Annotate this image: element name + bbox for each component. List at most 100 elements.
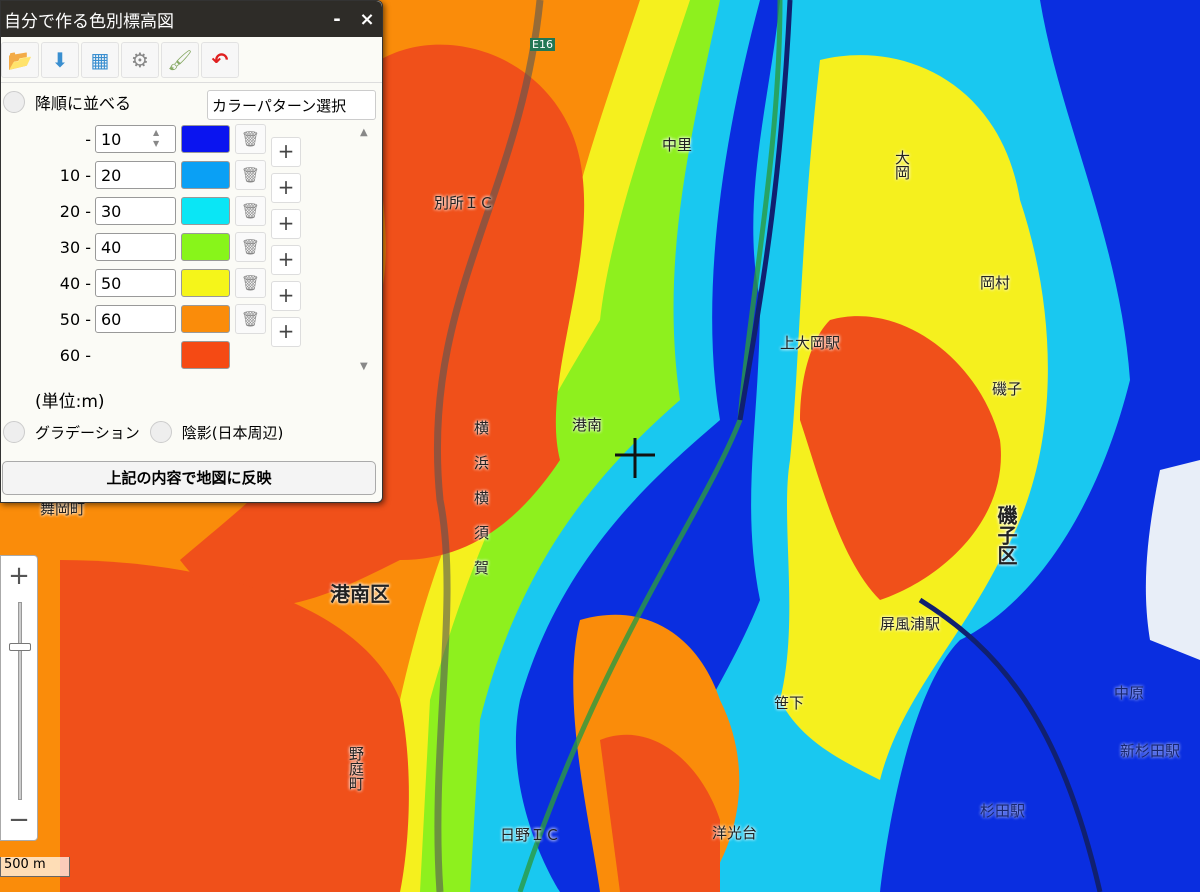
color-gear-icon: ⚙: [131, 48, 149, 72]
minimize-button[interactable]: -: [333, 8, 341, 30]
label-konan: 港南: [572, 416, 603, 434]
panel-toolbar: 📂 ⬇ ▦ ⚙ 🖌 ↶: [1, 37, 382, 83]
level-row: 10 - 🗑 +: [1, 160, 384, 203]
label-isogo: 磯子: [992, 380, 1023, 398]
trash-icon: 🗑: [240, 274, 261, 292]
label-nakazato: 中里: [662, 136, 693, 154]
zoom-out-button[interactable]: −: [8, 805, 30, 835]
level-row: 50 - 🗑 +: [1, 304, 384, 347]
color-elevation-panel: 自分で作る色別標高図 - × 📂 ⬇ ▦ ⚙ 🖌 ↶ 降順に並べる カラーパター…: [0, 0, 383, 503]
scroll-up-icon[interactable]: ▲: [360, 127, 368, 138]
level-from: 50 -: [59, 310, 91, 329]
color-swatch[interactable]: [181, 161, 230, 189]
label-ooka: 大岡: [893, 150, 911, 180]
label-kamiooka-station: 上大岡駅: [780, 334, 841, 352]
label-maioka: 舞岡町: [40, 500, 86, 518]
paint-brush-icon: 🖌: [167, 48, 193, 72]
unit-label: (単位:m): [35, 392, 105, 412]
level-from: 10 -: [59, 166, 91, 185]
descending-radio[interactable]: [3, 91, 25, 113]
panel-title: 自分で作る色別標高図: [4, 11, 174, 32]
save-button[interactable]: ⬇: [41, 42, 79, 78]
level-upper-input[interactable]: [95, 233, 176, 261]
delete-level-button[interactable]: 🗑: [235, 304, 266, 334]
add-level-button[interactable]: +: [271, 317, 301, 347]
label-konan-ku: 港南区: [330, 582, 390, 606]
delete-level-button[interactable]: 🗑: [235, 124, 266, 154]
add-level-button[interactable]: +: [271, 137, 301, 167]
zoom-slider-track[interactable]: [18, 602, 22, 800]
add-level-button[interactable]: +: [271, 173, 301, 203]
undo-button[interactable]: ↶: [201, 42, 239, 78]
level-upper-input[interactable]: [95, 161, 176, 189]
label-nakahara: 中原: [1114, 684, 1145, 702]
load-icon: 📂: [7, 48, 33, 72]
apply-button[interactable]: 上記の内容で地図に反映: [2, 461, 376, 495]
descending-label: 降順に並べる: [35, 94, 132, 113]
paint-button[interactable]: 🖌: [161, 42, 199, 78]
level-upper-input[interactable]: [95, 269, 176, 297]
level-from: 30 -: [59, 238, 91, 257]
label-byobugaura-station: 屏風浦駅: [880, 615, 941, 633]
label-okamura: 岡村: [980, 274, 1011, 292]
load-button[interactable]: 📂: [1, 42, 39, 78]
shading-label: 陰影(日本周辺): [181, 423, 284, 442]
add-level-button[interactable]: +: [271, 245, 301, 275]
scale-bar: 500 m: [0, 857, 70, 877]
delete-level-button[interactable]: 🗑: [235, 196, 266, 226]
label-yokohama-yokosuka-road: 横浜横須賀: [472, 420, 490, 595]
color-pattern-button[interactable]: カラーパターン選択: [207, 90, 376, 120]
color-swatch[interactable]: [181, 197, 230, 225]
level-upper-input[interactable]: [95, 125, 176, 153]
label-sasage: 笹下: [774, 694, 805, 712]
level-from: 40 -: [59, 274, 91, 293]
trash-icon: 🗑: [240, 238, 261, 256]
label-yokodai: 洋光台: [712, 824, 758, 842]
level-from: -: [85, 130, 91, 149]
level-row: 30 - 🗑 +: [1, 232, 384, 275]
trash-icon: 🗑: [240, 166, 261, 184]
color-swatch[interactable]: [181, 233, 230, 261]
label-nobamachi: 野庭町: [347, 746, 365, 791]
route-shield-e16: E16: [530, 38, 555, 51]
add-level-button[interactable]: +: [271, 209, 301, 239]
scroll-down-icon[interactable]: ▼: [360, 361, 368, 372]
trash-icon: 🗑: [240, 130, 261, 148]
zoom-in-button[interactable]: +: [8, 561, 30, 591]
layer-icon: ▦: [90, 48, 110, 72]
shading-radio[interactable]: [149, 421, 172, 443]
level-upper-input[interactable]: [95, 305, 176, 333]
level-from: 60 -: [59, 346, 91, 365]
close-button[interactable]: ×: [359, 8, 375, 30]
delete-level-button[interactable]: 🗑: [235, 160, 266, 190]
label-sugita-station: 杉田駅: [980, 802, 1026, 820]
label-bessho-ic: 別所ＩＣ: [434, 194, 495, 212]
panel-titlebar[interactable]: 自分で作る色別標高図 - ×: [1, 1, 382, 37]
color-swatch[interactable]: [181, 125, 230, 153]
label-hino-ic: 日野ＩＣ: [500, 826, 561, 844]
save-icon: ⬇: [51, 48, 69, 72]
zoom-control: + −: [0, 555, 38, 841]
level-from: 20 -: [59, 202, 91, 221]
level-row: 40 - 🗑 +: [1, 268, 384, 311]
layer-button[interactable]: ▦: [81, 42, 119, 78]
zoom-slider-handle[interactable]: [9, 643, 31, 651]
level-upper-input[interactable]: [95, 197, 176, 225]
gradation-label: グラデーション: [35, 423, 140, 442]
delete-level-button[interactable]: 🗑: [235, 268, 266, 298]
color-swatch[interactable]: [181, 341, 230, 369]
level-row: 60 -: [1, 341, 384, 371]
add-level-button[interactable]: +: [271, 281, 301, 311]
trash-icon: 🗑: [240, 310, 261, 328]
label-shinsugita-station: 新杉田駅: [1120, 742, 1181, 760]
delete-level-button[interactable]: 🗑: [235, 232, 266, 262]
stepper-icon[interactable]: ▲ ▼: [153, 128, 160, 148]
gradation-radio[interactable]: [3, 421, 25, 443]
color-swatch[interactable]: [181, 269, 230, 297]
level-list: ▲ ▼ - ▲▼ 🗑 +10 - 🗑 +20 - 🗑 +30 - 🗑 +40 - 🗑 +50 - 🗑 +6…: [1, 121, 382, 391]
color-swatch[interactable]: [181, 305, 230, 333]
level-row: - ▲▼ 🗑 +: [1, 124, 384, 167]
color-settings-button[interactable]: ⚙: [121, 42, 159, 78]
label-isogo-ku: 磯子区: [994, 505, 1018, 565]
trash-icon: 🗑: [240, 202, 261, 220]
